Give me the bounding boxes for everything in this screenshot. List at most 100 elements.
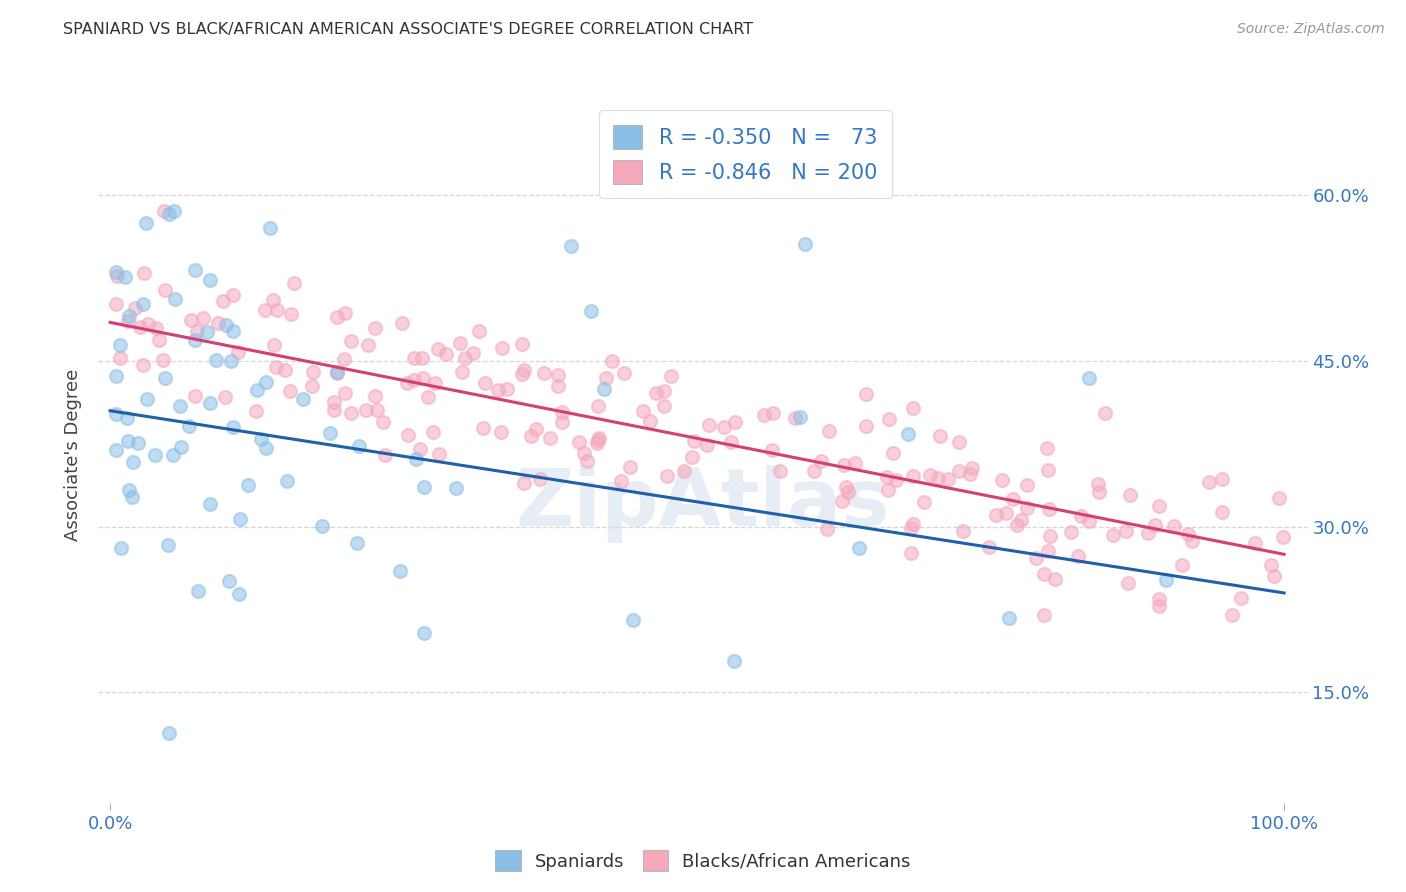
Point	[1036, 462, 1059, 476]
Point	[991, 474, 1014, 488]
Point	[810, 454, 832, 468]
Point	[877, 411, 900, 425]
Point	[218, 574, 240, 589]
Point	[884, 473, 907, 487]
Point	[461, 345, 484, 359]
Point	[720, 434, 742, 449]
Point	[638, 413, 661, 427]
Point	[512, 475, 534, 490]
Point	[588, 431, 610, 445]
Point	[264, 359, 287, 374]
Point	[132, 297, 155, 311]
Point	[984, 508, 1007, 523]
Point	[1038, 501, 1060, 516]
Y-axis label: Associate's Degree: Associate's Degree	[65, 368, 83, 541]
Point	[815, 522, 838, 536]
Point	[901, 469, 924, 483]
Point	[1002, 492, 1025, 507]
Point	[157, 207, 180, 221]
Point	[449, 336, 471, 351]
Point	[619, 460, 641, 475]
Point	[655, 468, 678, 483]
Point	[855, 387, 877, 401]
Point	[165, 292, 187, 306]
Point	[340, 406, 363, 420]
Point	[105, 268, 128, 283]
Point	[1198, 475, 1220, 490]
Point	[422, 425, 444, 439]
Point	[212, 293, 235, 308]
Point	[280, 307, 302, 321]
Point	[301, 379, 323, 393]
Point	[105, 443, 128, 458]
Point	[180, 313, 202, 327]
Point	[900, 521, 922, 535]
Point	[1116, 575, 1139, 590]
Point	[274, 363, 297, 377]
Point	[551, 415, 574, 429]
Point	[512, 362, 534, 376]
Point	[1136, 525, 1159, 540]
Point	[156, 538, 179, 552]
Point	[929, 428, 952, 442]
Point	[927, 471, 949, 485]
Point	[136, 392, 159, 407]
Point	[412, 625, 434, 640]
Point	[254, 441, 277, 455]
Point	[1005, 518, 1028, 533]
Point	[831, 494, 853, 508]
Point	[128, 319, 150, 334]
Point	[1015, 478, 1038, 492]
Point	[912, 495, 935, 509]
Point	[595, 371, 617, 385]
Point	[652, 399, 675, 413]
Point	[409, 442, 432, 457]
Text: SPANIARD VS BLACK/AFRICAN AMERICAN ASSOCIATE'S DEGREE CORRELATION CHART: SPANIARD VS BLACK/AFRICAN AMERICAN ASSOC…	[63, 22, 754, 37]
Point	[844, 456, 866, 470]
Point	[162, 448, 184, 462]
Point	[311, 519, 333, 533]
Point	[672, 464, 695, 478]
Point	[959, 467, 981, 481]
Legend: Spaniards, Blacks/African Americans: Spaniards, Blacks/African Americans	[488, 843, 918, 879]
Point	[145, 321, 167, 335]
Point	[1272, 530, 1295, 544]
Point	[489, 425, 512, 439]
Point	[117, 434, 139, 448]
Point	[1043, 572, 1066, 586]
Point	[222, 324, 245, 338]
Point	[1036, 441, 1059, 455]
Point	[263, 293, 285, 307]
Point	[253, 302, 276, 317]
Point	[1211, 505, 1233, 519]
Point	[229, 512, 252, 526]
Point	[169, 400, 191, 414]
Point	[510, 336, 533, 351]
Point	[948, 464, 970, 478]
Point	[1211, 472, 1233, 486]
Point	[471, 421, 494, 435]
Point	[110, 541, 132, 556]
Point	[834, 458, 856, 472]
Point	[1033, 567, 1056, 582]
Point	[793, 237, 815, 252]
Point	[117, 314, 139, 328]
Point	[221, 419, 243, 434]
Point	[697, 417, 720, 432]
Point	[200, 497, 222, 511]
Point	[1101, 527, 1123, 541]
Point	[631, 404, 654, 418]
Point	[263, 338, 285, 352]
Point	[1154, 573, 1177, 587]
Point	[1087, 477, 1109, 491]
Point	[135, 216, 157, 230]
Point	[250, 432, 273, 446]
Point	[876, 469, 898, 483]
Point	[136, 317, 159, 331]
Point	[1244, 536, 1267, 550]
Point	[207, 316, 229, 330]
Point	[326, 365, 349, 379]
Point	[110, 351, 132, 365]
Point	[117, 411, 139, 425]
Point	[153, 204, 176, 219]
